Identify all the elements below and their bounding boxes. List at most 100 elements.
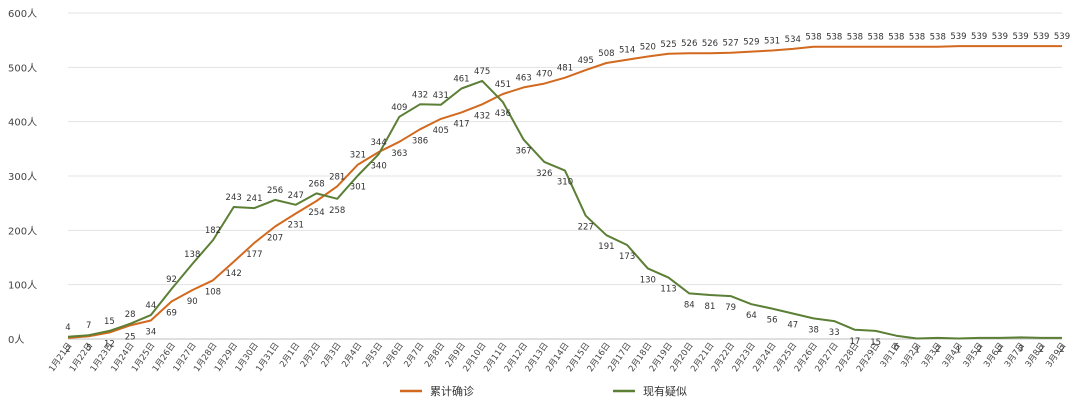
data-label-confirmed: 526	[681, 39, 697, 49]
y-tick-label: 200人	[8, 225, 37, 237]
data-label-suspected: 2	[997, 345, 1002, 355]
data-label-suspected: 1	[914, 345, 919, 355]
data-label-confirmed: 451	[495, 80, 511, 90]
data-label-suspected: 17	[850, 337, 861, 347]
data-label-suspected: 241	[246, 194, 262, 204]
data-label-confirmed: 539	[1012, 32, 1028, 42]
data-label-suspected: 15	[104, 317, 115, 327]
data-label-confirmed: 538	[888, 33, 904, 43]
data-label-confirmed: 432	[474, 111, 490, 121]
y-tick-label: 600人	[8, 8, 37, 20]
data-label-suspected: 84	[684, 300, 695, 310]
data-label-confirmed: 69	[166, 309, 177, 319]
data-label-confirmed: 321	[350, 151, 366, 161]
data-label-confirmed: 525	[660, 40, 676, 50]
y-tick-label: 300人	[8, 171, 37, 183]
x-tick-label: 3月3日	[920, 341, 944, 370]
x-tick-label: 3月1日	[879, 341, 903, 370]
data-label-confirmed: 531	[764, 36, 780, 46]
data-label-suspected: 138	[184, 250, 200, 260]
data-label-suspected: 431	[433, 91, 449, 101]
legend-label: 现有疑似	[643, 384, 687, 398]
data-label-confirmed: 538	[805, 33, 821, 43]
data-label-suspected: 7	[86, 321, 91, 331]
data-label-confirmed: 526	[702, 39, 718, 49]
data-label-suspected: 56	[767, 316, 778, 326]
y-tick-label: 0人	[8, 334, 24, 346]
y-tick-label: 400人	[8, 117, 37, 129]
data-label-suspected: 47	[787, 320, 798, 330]
data-label-confirmed: 514	[619, 46, 635, 56]
data-label-suspected: 340	[371, 161, 387, 171]
data-label-suspected: 2	[976, 345, 981, 355]
data-label-suspected: 3	[1018, 344, 1023, 354]
y-tick-label: 100人	[8, 280, 37, 292]
data-label-suspected: 243	[226, 193, 242, 203]
data-label-confirmed: 534	[785, 35, 801, 45]
data-label-confirmed: 231	[288, 220, 304, 230]
data-label-confirmed: 539	[992, 32, 1008, 42]
data-label-confirmed: 463	[515, 73, 531, 83]
data-label-suspected: 173	[619, 252, 635, 262]
data-label-suspected: 191	[598, 242, 614, 252]
data-label-confirmed: 386	[412, 136, 428, 146]
data-label-confirmed: 481	[557, 64, 573, 74]
data-label-confirmed: 12	[104, 339, 115, 349]
data-label-confirmed: 417	[453, 119, 469, 129]
data-label-suspected: 33	[829, 328, 840, 338]
data-label-suspected: 2	[1039, 345, 1044, 355]
data-label-suspected: 64	[746, 311, 757, 321]
x-tick-label: 2月5日	[361, 341, 385, 370]
y-tick-label: 500人	[8, 62, 37, 74]
data-label-confirmed: 142	[226, 269, 242, 279]
data-label-confirmed: 5	[86, 343, 91, 353]
series-line-1	[67, 45, 1062, 339]
x-tick-label: 3月8日	[1024, 341, 1048, 370]
data-label-suspected: 227	[578, 223, 594, 233]
data-label-suspected: 44	[145, 301, 156, 311]
x-tick-label: 3月2日	[899, 341, 923, 370]
data-label-suspected: 475	[474, 67, 490, 77]
data-label-confirmed: 281	[329, 172, 345, 182]
data-label-confirmed: 527	[723, 39, 739, 49]
data-label-suspected: 367	[515, 147, 531, 157]
data-label-confirmed: 539	[1033, 32, 1049, 42]
x-tick-label: 2月8日	[423, 341, 447, 370]
x-tick-label: 3月7日	[1003, 341, 1027, 370]
data-label-confirmed: 405	[433, 126, 449, 136]
data-label-confirmed: 90	[187, 297, 198, 307]
data-label-confirmed: 495	[578, 56, 594, 66]
data-label-suspected: 256	[267, 186, 283, 196]
data-label-confirmed: 520	[640, 42, 656, 52]
data-label-confirmed: 344	[371, 138, 387, 148]
data-label-confirmed: 539	[971, 32, 987, 42]
x-tick-label: 3月6日	[982, 341, 1006, 370]
data-label-suspected: 79	[725, 303, 736, 313]
data-label-suspected: 92	[166, 275, 177, 285]
data-label-confirmed: 470	[536, 70, 552, 80]
x-tick-label: 3月4日	[941, 341, 965, 370]
x-tick-label: 2月1日	[278, 341, 302, 370]
data-label-confirmed: 108	[205, 287, 221, 297]
data-label-confirmed: 538	[826, 33, 842, 43]
x-tick-label: 3月5日	[961, 341, 985, 370]
x-tick-label: 2月6日	[382, 341, 406, 370]
data-label-confirmed: 538	[868, 33, 884, 43]
x-tick-label: 2月2日	[299, 341, 323, 370]
x-tick-label: 2月7日	[402, 341, 426, 370]
data-label-suspected: 310	[557, 178, 573, 188]
data-label-confirmed: 508	[598, 49, 614, 59]
data-label-suspected: 81	[705, 302, 716, 312]
x-tick-label: 2月3日	[320, 341, 344, 370]
data-label-suspected: 4	[65, 323, 70, 333]
x-tick-label: 3月9日	[1044, 341, 1068, 370]
data-label-confirmed: 25	[125, 332, 136, 342]
data-label-confirmed: 177	[246, 250, 262, 260]
data-label-suspected: 38	[808, 325, 819, 335]
data-label-suspected: 258	[329, 206, 345, 216]
data-label-suspected: 182	[205, 226, 221, 236]
data-label-suspected: 130	[640, 275, 656, 285]
data-label-confirmed: 529	[743, 38, 759, 48]
